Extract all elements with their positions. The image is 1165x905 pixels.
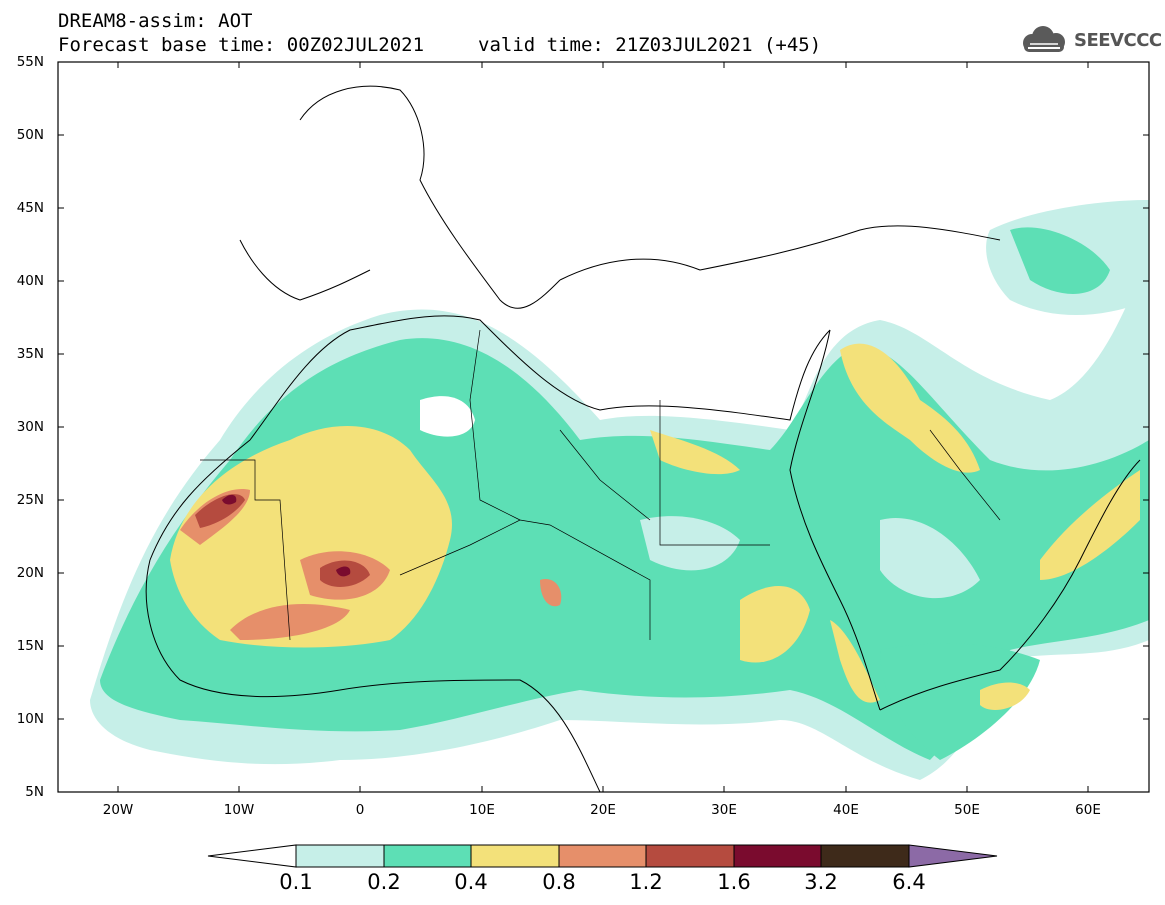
lat-label: 45N [16,200,44,216]
coastlines [145,85,1141,792]
lat-label: 40N [16,273,44,289]
lon-label: 0 [355,802,365,818]
colorbar-tick-label: 0.2 [367,870,401,894]
lon-label: 50E [954,802,980,818]
axis-ticks [58,61,1149,793]
lon-label: 30E [711,802,737,818]
lon-label: 60E [1075,802,1101,818]
lat-label: 55N [16,54,44,70]
colorbar-bin-2 [470,844,560,868]
colorbar-tick-label: 6.4 [892,870,926,894]
lat-label: 25N [16,492,44,508]
colorbar-extend-high [908,844,998,868]
colorbar-tick-label: 0.1 [279,870,313,894]
colorbar-bin-0 [295,844,385,868]
lat-label: 30N [16,419,44,435]
logo-text: SEEVCCC [1074,30,1162,51]
lon-label: 20W [102,802,134,818]
cloud-icon [1023,26,1065,52]
colorbar-tick-label: 0.8 [542,870,576,894]
colorbar-tick-label: 1.2 [629,870,663,894]
lat-label: 15N [16,638,44,654]
lat-label: 35N [16,346,44,362]
colorbar-extend-low [207,844,297,868]
valid-time: valid time: 21Z03JUL2021 (+45) [478,34,822,56]
map-title: DREAM8-assim: AOT [58,10,253,32]
lon-label: 20E [590,802,616,818]
lat-label: 10N [16,711,44,727]
lat-label: 50N [16,127,44,143]
aot-field [90,200,1149,780]
lon-label: 10E [469,802,495,818]
colorbar-bin-6 [820,844,910,868]
lat-label: 20N [16,565,44,581]
forecast-base-time: Forecast base time: 00Z02JUL2021 [58,34,425,56]
colorbar [207,844,998,868]
colorbar-bin-4 [645,844,735,868]
country-borders [200,329,1001,641]
colorbar-bin-3 [558,844,647,868]
colorbar-tick-label: 1.6 [717,870,751,894]
lon-label: 40E [833,802,859,818]
colorbar-bin-1 [383,844,472,868]
colorbar-bin-5 [733,844,822,868]
lat-label: 5N [25,784,44,800]
colorbar-tick-label: 3.2 [804,870,838,894]
colorbar-tick-label: 0.4 [454,870,488,894]
lon-label: 10W [223,802,255,818]
